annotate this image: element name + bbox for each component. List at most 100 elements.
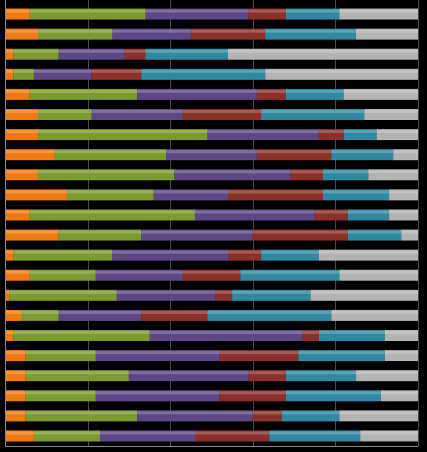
bar-highlight-r13-s6 xyxy=(318,250,418,254)
bar-row-17 xyxy=(5,330,418,341)
bar-highlight-r2-s1 xyxy=(5,29,39,33)
bar-segment-r4-s1 xyxy=(5,68,14,80)
bar-highlight-r20-s6 xyxy=(380,391,418,395)
bar-segment-r1-s5 xyxy=(285,8,340,20)
bar-segment-r7-s4 xyxy=(318,129,344,141)
bar-highlight-r18-s2 xyxy=(25,351,96,355)
bar-segment-r18-s1 xyxy=(5,350,26,362)
bar-highlight-r14-s1 xyxy=(5,270,30,274)
bar-row-18 xyxy=(5,350,418,362)
bar-highlight-r9-s1 xyxy=(5,170,39,174)
bar-highlight-r14-s5 xyxy=(240,270,340,274)
bar-segment-r5-s2 xyxy=(29,88,138,100)
bar-segment-r8-s3 xyxy=(166,149,257,161)
bar-segment-r20-s3 xyxy=(95,390,220,402)
bar-highlight-r2-s3 xyxy=(112,29,191,33)
bar-segment-r4-s5 xyxy=(141,68,266,80)
bar-segment-r22-s3 xyxy=(99,430,195,442)
bar-highlight-r6-s5 xyxy=(261,110,365,113)
bar-segment-r9-s1 xyxy=(5,169,39,181)
bar-highlight-r4-s6 xyxy=(265,69,418,73)
bar-segment-r21-s5 xyxy=(281,410,340,422)
bar-row-19 xyxy=(5,370,418,382)
bar-segment-r2-s5 xyxy=(265,28,357,40)
bar-highlight-r15-s1 xyxy=(5,290,10,294)
bar-highlight-r1-s6 xyxy=(339,9,418,13)
bar-highlight-r10-s1 xyxy=(5,190,67,194)
bar-segment-r5-s6 xyxy=(343,88,418,100)
bar-highlight-r14-s2 xyxy=(29,270,96,274)
bar-highlight-r1-s3 xyxy=(145,9,249,13)
bar-highlight-r7-s6 xyxy=(376,130,418,134)
bar-highlight-r10-s4 xyxy=(228,190,324,194)
bar-segment-r6-s6 xyxy=(364,109,418,120)
bar-highlight-r8-s1 xyxy=(5,150,55,154)
bar-segment-r13-s6 xyxy=(318,249,418,261)
bar-segment-r18-s5 xyxy=(298,350,385,362)
bar-highlight-r9-s3 xyxy=(174,170,290,174)
bar-segment-r2-s2 xyxy=(38,28,113,40)
bar-highlight-r16-s6 xyxy=(331,310,418,314)
bar-highlight-r11-s2 xyxy=(29,210,195,214)
bar-segment-r13-s3 xyxy=(112,249,229,261)
bar-highlight-r14-s4 xyxy=(182,270,241,274)
bar-highlight-r16-s5 xyxy=(207,310,332,314)
bar-highlight-r3-s4 xyxy=(124,49,146,53)
bar-segment-r6-s4 xyxy=(182,109,262,120)
bar-highlight-r8-s4 xyxy=(256,150,332,154)
bar-row-4 xyxy=(5,68,418,80)
bar-segment-r14-s6 xyxy=(339,269,418,281)
bar-highlight-r5-s6 xyxy=(343,89,418,93)
bar-row-5 xyxy=(5,88,418,100)
bar-segment-r11-s1 xyxy=(5,209,30,221)
bar-highlight-r18-s6 xyxy=(384,351,418,355)
bar-highlight-r21-s1 xyxy=(5,411,26,415)
bar-highlight-r20-s5 xyxy=(285,391,381,395)
bar-highlight-r4-s5 xyxy=(141,69,266,73)
bar-segment-r14-s3 xyxy=(95,269,183,281)
bar-segment-r16-s2 xyxy=(21,309,59,321)
bar-highlight-r1-s1 xyxy=(5,9,30,13)
bar-segment-r16-s6 xyxy=(331,309,418,321)
bar-highlight-r5-s3 xyxy=(137,89,257,93)
bar-highlight-r8-s6 xyxy=(393,150,418,154)
bar-row-11 xyxy=(5,209,418,221)
bar-segment-r5-s4 xyxy=(256,88,286,100)
bar-segment-r11-s2 xyxy=(29,209,195,221)
bar-segment-r14-s5 xyxy=(240,269,340,281)
bar-segment-r22-s2 xyxy=(33,430,100,442)
bar-highlight-r6-s1 xyxy=(5,110,39,113)
bar-highlight-r22-s6 xyxy=(360,431,418,435)
bar-segment-r17-s1 xyxy=(5,330,14,341)
bar-highlight-r5-s5 xyxy=(285,89,344,93)
bar-highlight-r2-s4 xyxy=(190,29,266,33)
bar-segment-r21-s3 xyxy=(137,410,253,422)
bar-segment-r13-s1 xyxy=(5,249,14,261)
bar-highlight-r19-s6 xyxy=(356,371,418,375)
bar-segment-r20-s2 xyxy=(25,390,96,402)
bar-highlight-r3-s5 xyxy=(145,49,229,53)
bar-segment-r15-s2 xyxy=(9,289,117,301)
bar-segment-r15-s5 xyxy=(232,289,311,301)
bar-highlight-r11-s4 xyxy=(314,210,348,214)
bar-segment-r19-s5 xyxy=(285,370,357,382)
bar-segment-r22-s6 xyxy=(360,430,418,442)
bar-segment-r8-s1 xyxy=(5,149,55,161)
bar-segment-r6-s5 xyxy=(261,109,365,120)
bar-segment-r8-s2 xyxy=(54,149,167,161)
bar-row-8 xyxy=(5,149,418,161)
bar-segment-r16-s5 xyxy=(207,309,332,321)
bar-highlight-r5-s2 xyxy=(29,89,138,93)
bar-segment-r3-s5 xyxy=(145,48,229,60)
bar-segment-r2-s3 xyxy=(112,28,191,40)
bar-segment-r13-s5 xyxy=(261,249,319,261)
bar-highlight-r11-s1 xyxy=(5,210,30,214)
bar-highlight-r14-s6 xyxy=(339,270,418,274)
bar-row-15 xyxy=(5,289,418,301)
bar-segment-r9-s4 xyxy=(289,169,324,181)
bar-segment-r22-s5 xyxy=(269,430,361,442)
bar-segment-r18-s2 xyxy=(25,350,96,362)
bar-highlight-r11-s6 xyxy=(389,210,418,214)
